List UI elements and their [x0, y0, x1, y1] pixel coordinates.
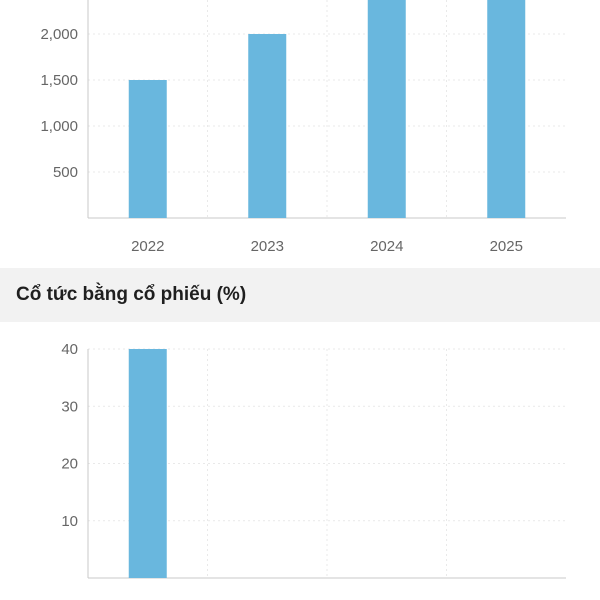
stock-dividend-title: Cổ tức bằng cổ phiếu (%): [16, 284, 247, 305]
y-tick-label: 1,000: [40, 118, 78, 135]
bar-2022[interactable]: [128, 349, 167, 578]
bar-2025[interactable]: [487, 0, 526, 218]
revenue-bar-chart: 500 1,000 1,500 2,000 2022 2023 2024 2025: [40, 0, 566, 255]
stock-dividend-section-header: Cổ tức bằng cổ phiếu (%): [0, 268, 600, 322]
x-tick-label: 2024: [370, 597, 403, 600]
y-tick-label: 2,000: [40, 26, 78, 43]
x-tick-label: 2023: [251, 238, 284, 255]
y-tick-label: 500: [53, 164, 78, 181]
x-tick-label: 2025: [490, 238, 523, 255]
y-tick-label: 1,500: [40, 72, 78, 89]
x-tick-label: 2023: [251, 597, 284, 600]
stock-dividend-bar-chart: 10 20 30 40 2022 2023 2024 2025: [61, 341, 566, 600]
x-tick-label: 2024: [370, 238, 403, 255]
x-tick-label: 2022: [131, 597, 164, 600]
y-tick-label: 20: [61, 456, 78, 473]
y-tick-label: 30: [61, 398, 78, 415]
x-tick-label: 2022: [131, 238, 164, 255]
bar-2023[interactable]: [248, 34, 287, 218]
y-tick-label: 40: [61, 341, 78, 358]
bar-2022[interactable]: [128, 80, 167, 218]
bar-2024[interactable]: [367, 0, 406, 218]
x-tick-label: 2025: [490, 597, 523, 600]
y-tick-label: 10: [61, 513, 78, 530]
